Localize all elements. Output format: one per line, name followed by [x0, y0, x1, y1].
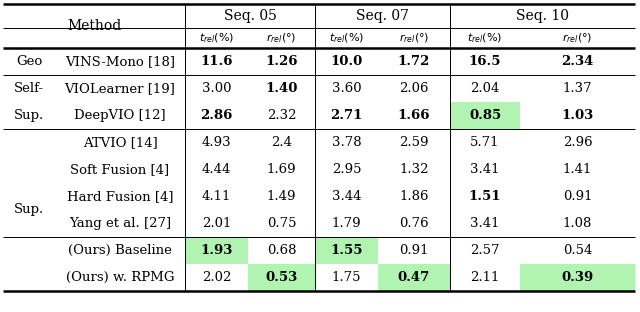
- Text: $r_{rel}(°)$: $r_{rel}(°)$: [266, 31, 297, 45]
- Bar: [248, 264, 315, 291]
- Text: VINS-Mono [18]: VINS-Mono [18]: [65, 55, 175, 68]
- Bar: [520, 264, 635, 291]
- Text: 2.11: 2.11: [470, 271, 500, 284]
- Text: 1.03: 1.03: [561, 109, 594, 122]
- Text: 1.72: 1.72: [398, 55, 430, 68]
- Text: 2.04: 2.04: [470, 82, 500, 95]
- Text: 0.54: 0.54: [563, 244, 592, 257]
- Text: 2.06: 2.06: [399, 82, 429, 95]
- Text: 2.4: 2.4: [271, 136, 292, 149]
- Text: 4.93: 4.93: [202, 136, 231, 149]
- Text: Seq. 10: Seq. 10: [516, 9, 569, 23]
- Text: $t_{rel}(\%)$: $t_{rel}(\%)$: [467, 31, 502, 45]
- Text: 2.02: 2.02: [202, 271, 231, 284]
- Bar: [315, 237, 378, 264]
- Text: 1.79: 1.79: [332, 217, 362, 230]
- Text: 0.68: 0.68: [267, 244, 296, 257]
- Text: 1.75: 1.75: [332, 271, 361, 284]
- Text: VIOLearner [19]: VIOLearner [19]: [65, 82, 175, 95]
- Text: 2.86: 2.86: [200, 109, 233, 122]
- Text: 2.71: 2.71: [330, 109, 363, 122]
- Text: 1.51: 1.51: [468, 190, 501, 203]
- Text: 1.49: 1.49: [267, 190, 296, 203]
- Text: 3.78: 3.78: [332, 136, 362, 149]
- Text: 2.95: 2.95: [332, 163, 361, 176]
- Text: 0.76: 0.76: [399, 217, 429, 230]
- Text: Self-: Self-: [14, 82, 44, 95]
- Text: 1.32: 1.32: [399, 163, 429, 176]
- Text: 2.01: 2.01: [202, 217, 231, 230]
- Text: 2.96: 2.96: [563, 136, 592, 149]
- Text: 2.57: 2.57: [470, 244, 500, 257]
- Text: Yang et al. [27]: Yang et al. [27]: [69, 217, 171, 230]
- Text: 0.53: 0.53: [266, 271, 298, 284]
- Text: 11.6: 11.6: [200, 55, 233, 68]
- Text: 1.55: 1.55: [330, 244, 363, 257]
- Text: 4.44: 4.44: [202, 163, 231, 176]
- Text: 1.37: 1.37: [563, 82, 592, 95]
- Text: 3.44: 3.44: [332, 190, 361, 203]
- Text: 4.11: 4.11: [202, 190, 231, 203]
- Text: 0.91: 0.91: [399, 244, 429, 257]
- Text: 5.71: 5.71: [470, 136, 500, 149]
- Text: 0.47: 0.47: [398, 271, 430, 284]
- Text: ATVIO [14]: ATVIO [14]: [83, 136, 157, 149]
- Text: 10.0: 10.0: [330, 55, 363, 68]
- Text: 1.93: 1.93: [200, 244, 233, 257]
- Text: $r_{rel}(°)$: $r_{rel}(°)$: [563, 31, 593, 45]
- Text: Geo: Geo: [16, 55, 42, 68]
- Text: $t_{rel}(\%)$: $t_{rel}(\%)$: [329, 31, 364, 45]
- Text: 1.26: 1.26: [265, 55, 298, 68]
- Text: 1.86: 1.86: [399, 190, 429, 203]
- Text: 1.41: 1.41: [563, 163, 592, 176]
- Text: 2.32: 2.32: [267, 109, 296, 122]
- Text: 1.40: 1.40: [266, 82, 298, 95]
- Text: (Ours) Baseline: (Ours) Baseline: [68, 244, 172, 257]
- Text: 0.75: 0.75: [267, 217, 296, 230]
- Text: (Ours) w. RPMG: (Ours) w. RPMG: [66, 271, 174, 284]
- Text: Seq. 05: Seq. 05: [223, 9, 276, 23]
- Text: 3.41: 3.41: [470, 217, 500, 230]
- Text: $r_{rel}(°)$: $r_{rel}(°)$: [399, 31, 429, 45]
- Text: Sup.: Sup.: [14, 109, 44, 122]
- Bar: [450, 102, 520, 129]
- Text: 1.66: 1.66: [397, 109, 430, 122]
- Text: 2.59: 2.59: [399, 136, 429, 149]
- Text: 0.85: 0.85: [469, 109, 501, 122]
- Text: 3.60: 3.60: [332, 82, 362, 95]
- Text: Soft Fusion [4]: Soft Fusion [4]: [70, 163, 170, 176]
- Text: 0.39: 0.39: [561, 271, 594, 284]
- Text: Seq. 07: Seq. 07: [356, 9, 409, 23]
- Text: 3.41: 3.41: [470, 163, 500, 176]
- Text: Hard Fusion [4]: Hard Fusion [4]: [67, 190, 173, 203]
- Text: 2.34: 2.34: [561, 55, 594, 68]
- Text: Method: Method: [67, 19, 121, 33]
- Bar: [185, 237, 248, 264]
- Text: Sup.: Sup.: [14, 203, 44, 217]
- Bar: [378, 264, 450, 291]
- Text: DeepVIO [12]: DeepVIO [12]: [74, 109, 166, 122]
- Text: 1.08: 1.08: [563, 217, 592, 230]
- Text: 0.91: 0.91: [563, 190, 592, 203]
- Text: 3.00: 3.00: [202, 82, 231, 95]
- Text: 1.69: 1.69: [267, 163, 296, 176]
- Text: 16.5: 16.5: [468, 55, 501, 68]
- Text: $t_{rel}(\%)$: $t_{rel}(\%)$: [199, 31, 234, 45]
